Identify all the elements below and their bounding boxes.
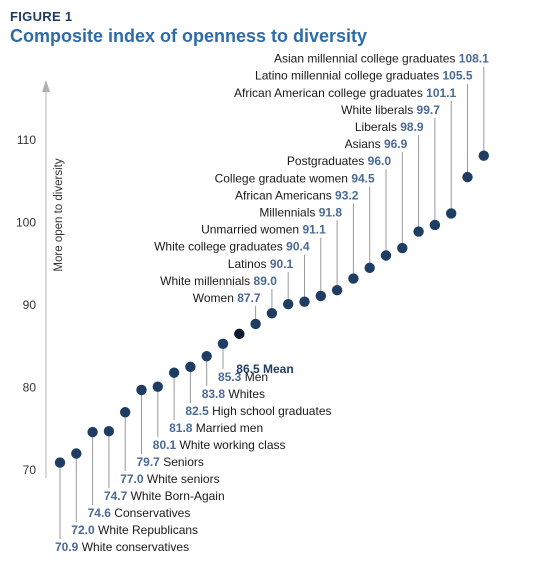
data-point <box>413 226 424 237</box>
data-label: 70.9 White conservatives <box>55 540 189 554</box>
data-label: African Americans 93.2 <box>235 188 359 202</box>
data-label: 81.8 Married men <box>169 421 263 435</box>
data-label: Latinos 90.1 <box>228 257 294 271</box>
data-label: Millennials 91.8 <box>259 206 342 220</box>
y-tick-label: 90 <box>23 298 37 312</box>
data-point <box>348 273 359 284</box>
data-point <box>185 361 196 373</box>
data-point <box>364 262 375 274</box>
chart-title: Composite index of openness to diversity <box>10 26 368 46</box>
data-point <box>136 384 147 396</box>
data-point <box>429 219 441 231</box>
data-point <box>234 328 245 340</box>
y-axis-label: More open to diversity <box>53 158 65 271</box>
data-point <box>54 457 66 468</box>
data-label: Unmarried women 91.1 <box>201 223 326 237</box>
data-label: 83.8 Whites <box>202 387 265 401</box>
data-point <box>71 448 82 459</box>
data-point <box>380 250 392 261</box>
data-point <box>103 426 115 437</box>
data-point <box>315 290 326 302</box>
data-point <box>250 318 261 330</box>
data-point <box>217 338 229 349</box>
data-point <box>120 407 131 418</box>
data-label: 85.3 Men <box>218 370 268 384</box>
data-point <box>446 208 457 219</box>
data-label: Asians 96.9 <box>345 137 408 151</box>
data-label: White liberals 99.7 <box>341 103 440 117</box>
data-point <box>331 284 343 296</box>
y-tick-label: 110 <box>17 133 36 147</box>
data-point <box>462 171 473 183</box>
data-point <box>152 381 163 392</box>
y-tick-label: 100 <box>16 216 36 230</box>
data-label: White millennials 89.0 <box>160 274 277 288</box>
data-label: Latino millennial college graduates 105.… <box>255 69 473 83</box>
y-tick-label: 70 <box>23 463 37 477</box>
data-label: 74.7 White Born-Again <box>104 489 225 503</box>
data-point <box>283 298 294 310</box>
data-label: College graduate women 94.5 <box>215 171 375 185</box>
data-label: 74.6 Conservatives <box>88 506 191 520</box>
data-point <box>478 150 489 161</box>
data-label: 77.0 White seniors <box>120 472 219 486</box>
data-point <box>168 367 180 378</box>
data-label: Postgraduates 96.0 <box>287 154 391 168</box>
data-label: African American college graduates 101.1 <box>234 86 456 100</box>
data-point <box>299 296 310 307</box>
data-point <box>87 426 98 438</box>
y-axis-arrow <box>42 80 50 92</box>
data-label: Liberals 98.9 <box>355 120 424 134</box>
data-label: Asian millennial college graduates 108.1 <box>274 52 489 66</box>
data-label: 72.0 White Republicans <box>71 523 198 537</box>
data-point <box>266 308 278 319</box>
data-label: 80.1 White working class <box>153 438 286 452</box>
data-label: White college graduates 90.4 <box>154 240 310 254</box>
data-point <box>397 242 408 254</box>
figure-label: FIGURE 1 <box>10 9 73 24</box>
data-label: 82.5 High school graduates <box>185 404 331 418</box>
mean-label: 86.5 Mean <box>236 362 293 376</box>
data-label: Women 87.7 <box>193 291 261 305</box>
y-tick-label: 80 <box>23 381 37 395</box>
data-point <box>201 350 212 362</box>
data-label: 79.7 Seniors <box>137 455 204 469</box>
